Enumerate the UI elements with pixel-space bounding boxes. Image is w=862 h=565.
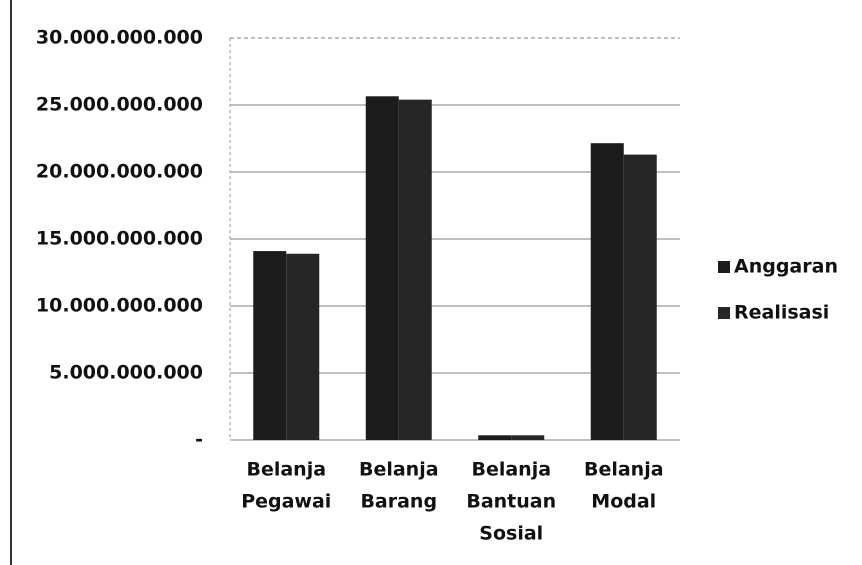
legend-label: Anggaran	[734, 256, 838, 278]
x-tick-label: Belanja	[359, 459, 439, 481]
x-tick-label: Modal	[591, 491, 656, 513]
x-tick-label: Belanja	[246, 459, 326, 481]
x-tick-label: Barang	[360, 491, 437, 513]
y-tick-label: -	[195, 429, 203, 451]
y-tick-label: 10.000.000.000	[36, 295, 203, 317]
y-tick-label: 15.000.000.000	[36, 228, 203, 250]
x-tick-label: Sosial	[479, 523, 543, 545]
legend-label: Realisasi	[734, 302, 829, 324]
bar	[398, 99, 432, 440]
bar	[511, 435, 545, 440]
y-tick-label: 20.000.000.000	[36, 161, 203, 183]
legend-swatch	[718, 261, 730, 273]
x-tick-label: Belanja	[471, 459, 551, 481]
x-tick-label: Pegawai	[241, 491, 331, 513]
y-tick-label: 30.000.000.000	[36, 27, 203, 49]
x-tick-label: Belanja	[584, 459, 664, 481]
bar	[623, 154, 657, 440]
bar	[590, 143, 624, 440]
bar	[478, 435, 512, 440]
legend-swatch	[718, 307, 730, 319]
bar	[286, 253, 320, 440]
y-tick-label: 5.000.000.000	[49, 362, 203, 384]
x-tick-label: Bantuan	[466, 491, 556, 513]
y-tick-label: 25.000.000.000	[36, 94, 203, 116]
bar	[253, 251, 287, 440]
bar	[365, 96, 399, 440]
